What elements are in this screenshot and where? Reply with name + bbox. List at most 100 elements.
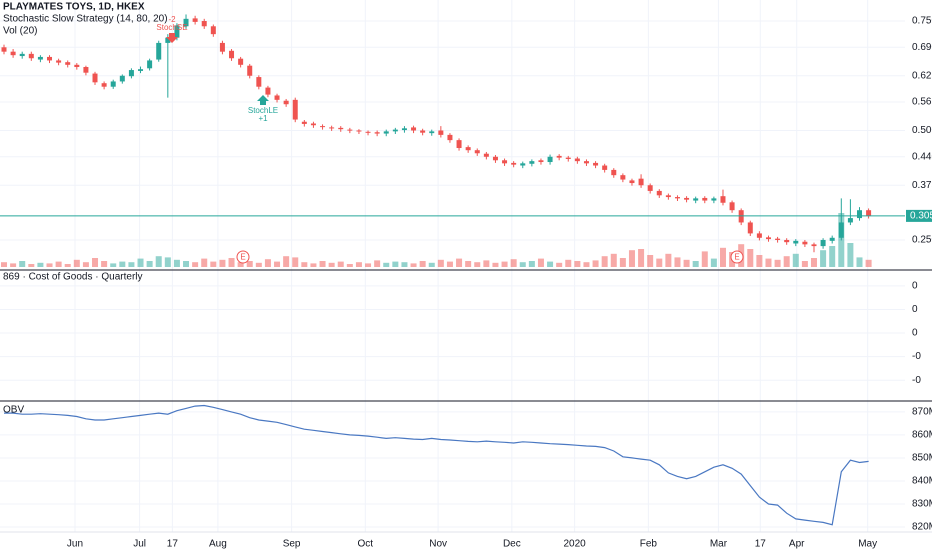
earnings-label[interactable]: E (240, 253, 245, 262)
volume-bar (210, 261, 217, 267)
candle-body (392, 129, 398, 132)
volume-bar (37, 262, 44, 267)
y-tick-label: 0 (912, 304, 918, 315)
candle-body (811, 244, 817, 247)
candle-body (110, 81, 116, 87)
candle-body (338, 127, 344, 130)
candle-body (602, 165, 608, 170)
candle-body (820, 239, 826, 247)
candle-body (538, 160, 544, 163)
candle-body (19, 53, 25, 57)
candle-body (429, 131, 435, 134)
earnings-label[interactable]: E (734, 253, 739, 262)
candle-body (374, 132, 380, 134)
candle-body (674, 197, 680, 199)
indicator-label: Stochastic Slow Strategy (14, 80, 20) (3, 14, 168, 25)
volume-bar (146, 261, 153, 267)
candle-body (83, 67, 89, 73)
volume-bar (465, 261, 472, 267)
volume-bar (337, 261, 344, 267)
volume-bar (446, 261, 453, 267)
candle-body (247, 65, 253, 76)
candle-body (174, 25, 180, 38)
volume-bar (628, 250, 635, 267)
candle-body (620, 175, 626, 180)
volume-bar (501, 261, 508, 267)
candle-body (301, 121, 307, 124)
volume-bar (665, 253, 672, 267)
candle-body (474, 150, 480, 154)
volume-bar (292, 257, 299, 267)
volume-bar (110, 263, 117, 267)
y-tick-label: 830M (912, 499, 932, 510)
volume-bar (492, 262, 499, 267)
volume-bar (547, 261, 554, 267)
volume-bar (137, 258, 144, 267)
y-tick-label: 840M (912, 476, 932, 487)
volume-bar (365, 263, 372, 267)
candle-body (756, 233, 762, 238)
volume-bar (437, 259, 444, 267)
x-tick-label: Dec (503, 539, 521, 550)
volume-bar (1, 262, 8, 267)
volume-bar (556, 262, 563, 267)
volume-bar (128, 262, 135, 267)
last-price-box (906, 209, 932, 222)
candle-body (156, 42, 162, 60)
y-tick-label: 0.500 (912, 125, 932, 136)
candle-body (274, 95, 280, 100)
volume-bar (19, 261, 26, 267)
candle-body (802, 241, 808, 245)
volume-bar (228, 258, 235, 267)
y-tick-label: -0 (912, 375, 921, 386)
volume-bar (792, 253, 799, 267)
candle-body (256, 77, 262, 87)
candle-body (310, 123, 316, 126)
candle-body (529, 161, 535, 164)
panel-title: 869 · Cost of Goods · Quarterly (3, 272, 143, 283)
volume-bar (73, 259, 80, 267)
candle-body (593, 162, 599, 166)
volume-bar (474, 262, 481, 267)
y-tick-label: 0.565 (912, 97, 932, 108)
candle-body (365, 131, 371, 133)
signal-arrow (166, 33, 178, 43)
volume-bar (82, 262, 89, 267)
signal-label: -2 (168, 15, 176, 24)
volume-bar (820, 250, 827, 267)
volume-bar (574, 261, 581, 267)
volume-bar (183, 261, 190, 267)
volume-bar (456, 258, 463, 267)
candle-body (101, 83, 107, 87)
candle-body (56, 60, 62, 63)
y-tick-label: 850M (912, 453, 932, 464)
candle-body (729, 202, 735, 211)
y-tick-label: 0 (912, 328, 918, 339)
candle-body (556, 155, 562, 158)
y-tick-label: 870M (912, 407, 932, 418)
volume-bar (701, 251, 708, 267)
earnings-marker[interactable] (730, 250, 744, 264)
signal-label: +1 (258, 114, 268, 123)
volume-bar (101, 261, 108, 267)
volume-bar (483, 260, 490, 267)
signal-arrow (257, 95, 269, 105)
x-tick-label: 17 (755, 539, 767, 550)
volume-bar (592, 260, 599, 267)
volume-bar (301, 262, 308, 267)
volume-bar (310, 263, 317, 267)
candle-body (520, 163, 526, 166)
volume-bar (410, 263, 417, 267)
candle-body (238, 58, 244, 65)
y-tick-label: 0.375 (912, 180, 932, 191)
x-tick-label: Feb (640, 539, 658, 550)
volume-bar (64, 264, 71, 267)
volume-bar (747, 249, 754, 267)
candle-body (1, 47, 7, 52)
earnings-marker[interactable] (236, 250, 250, 264)
x-tick-label: Jul (133, 539, 146, 550)
volume-bar (510, 259, 517, 267)
candle-body (547, 156, 553, 163)
volume-bar (219, 259, 226, 267)
